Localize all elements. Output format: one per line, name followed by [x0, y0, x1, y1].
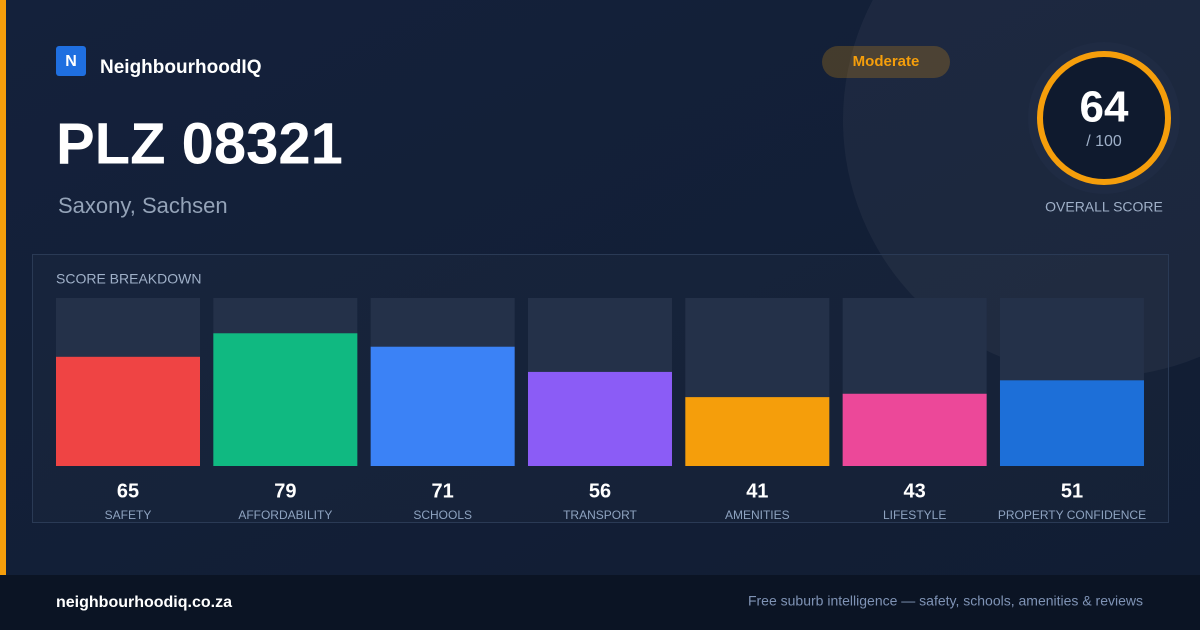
- footer-site: neighbourhoodiq.co.za: [56, 594, 232, 611]
- bar: [999, 380, 1144, 466]
- bar: [56, 356, 200, 466]
- bar-value: 71: [432, 480, 454, 502]
- bar-value: 43: [904, 480, 926, 502]
- badge: [822, 46, 950, 78]
- footer-tagline: Free suburb intelligence — safety, schoo…: [748, 593, 1143, 609]
- score-caption: OVERALL SCORE: [1045, 199, 1163, 215]
- bar-value: 65: [117, 480, 139, 502]
- score-max: / 100: [1086, 133, 1122, 150]
- bar: [842, 393, 987, 466]
- footer: [0, 575, 1200, 630]
- title: PLZ 08321: [56, 111, 343, 176]
- score-value: 64: [1080, 83, 1129, 132]
- bar-label: SCHOOLS: [413, 508, 472, 522]
- bar-label: AMENITIES: [725, 508, 790, 522]
- bar: [213, 333, 358, 466]
- breakdown-panel: [32, 254, 1169, 523]
- bar-label: PROPERTY CONFIDENCE: [998, 508, 1146, 522]
- bar-label: SAFETY: [105, 508, 152, 522]
- bar: [370, 346, 515, 466]
- bar-label: LIFESTYLE: [883, 508, 946, 522]
- bar-value: 51: [1061, 480, 1083, 502]
- badge-text: Moderate: [853, 53, 920, 70]
- bars: 65 SAFETY 79 AFFORDABILITY 71 SCHOOLS 56 TRANSP…: [56, 298, 1146, 522]
- bar-value: 41: [746, 480, 768, 502]
- bar-label: AFFORDABILITY: [238, 508, 332, 522]
- bar: [685, 397, 830, 466]
- accent-strip: [0, 0, 6, 575]
- bar: [527, 371, 672, 466]
- background: [0, 0, 1200, 575]
- breakdown-title: SCORE BREAKDOWN: [56, 271, 201, 287]
- bar-value: 79: [274, 480, 296, 502]
- logo: [56, 46, 86, 76]
- logo-letter: N: [65, 53, 77, 70]
- brand-name: NeighbourhoodIQ: [100, 57, 261, 78]
- bar-label: TRANSPORT: [563, 508, 637, 522]
- gauge-ring: [1037, 51, 1171, 185]
- bar-value: 56: [589, 480, 611, 502]
- subtitle: Saxony, Sachsen: [58, 193, 228, 218]
